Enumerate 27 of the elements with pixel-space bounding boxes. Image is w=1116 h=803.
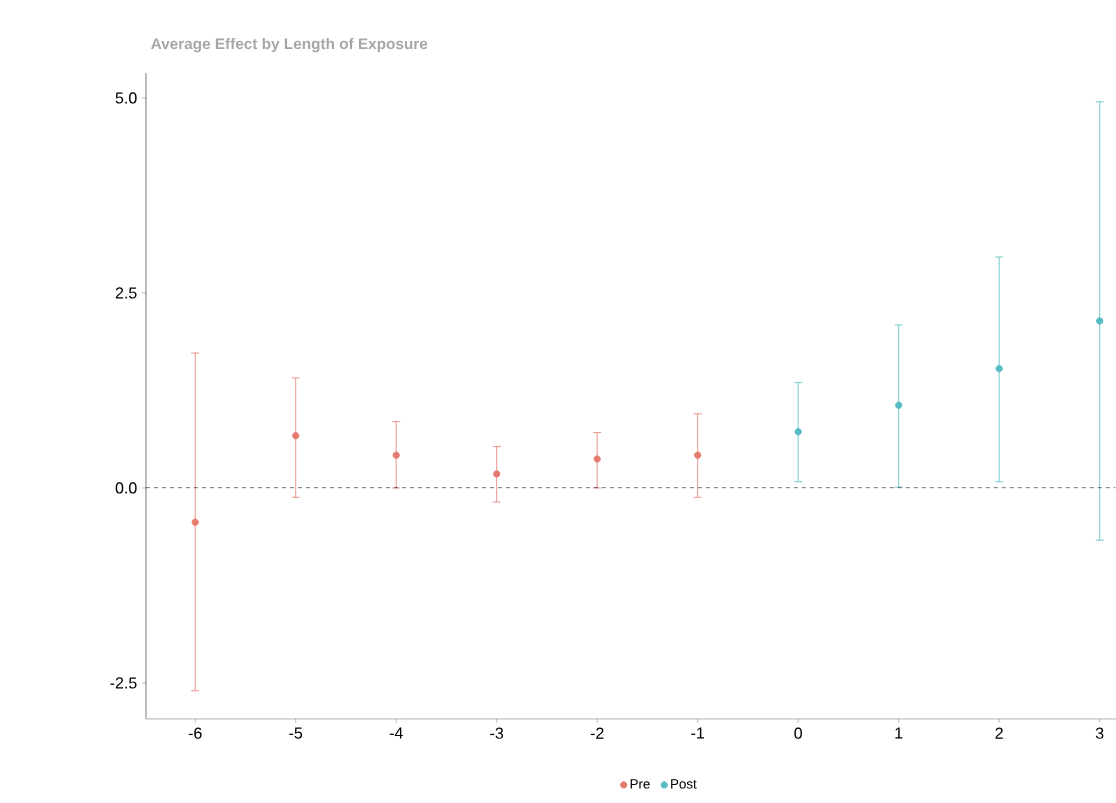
x-tick-label: -5: [289, 727, 303, 739]
x-tick-label: 3: [1095, 727, 1104, 739]
legend-label: Post: [671, 779, 697, 789]
point: [1096, 317, 1104, 325]
point: [493, 470, 501, 478]
x-tick-label: -4: [389, 727, 403, 739]
point: [292, 432, 300, 440]
y-tick-label: 5.0: [115, 92, 137, 104]
y-tick-label: -2.5: [110, 677, 137, 689]
x-tick-label: 0: [794, 727, 803, 739]
point: [593, 455, 601, 463]
y-tick-label: 2.5: [115, 287, 137, 299]
x-tick-label: -6: [188, 727, 202, 739]
point: [995, 365, 1003, 373]
point: [895, 401, 903, 409]
point: [392, 451, 400, 459]
y-tick-label: 0.0: [115, 482, 137, 494]
chart-title: Average Effect by Length of Exposure: [151, 38, 428, 53]
x-tick-label: -1: [691, 727, 705, 739]
legend-label: Pre: [630, 779, 650, 789]
x-tick-label: 2: [995, 727, 1003, 739]
point: [794, 428, 802, 436]
x-tick-label: -3: [490, 727, 504, 739]
x-tick-label: -2: [590, 727, 604, 739]
x-tick-label: 1: [895, 727, 903, 739]
point: [694, 451, 702, 459]
point: [191, 518, 199, 526]
